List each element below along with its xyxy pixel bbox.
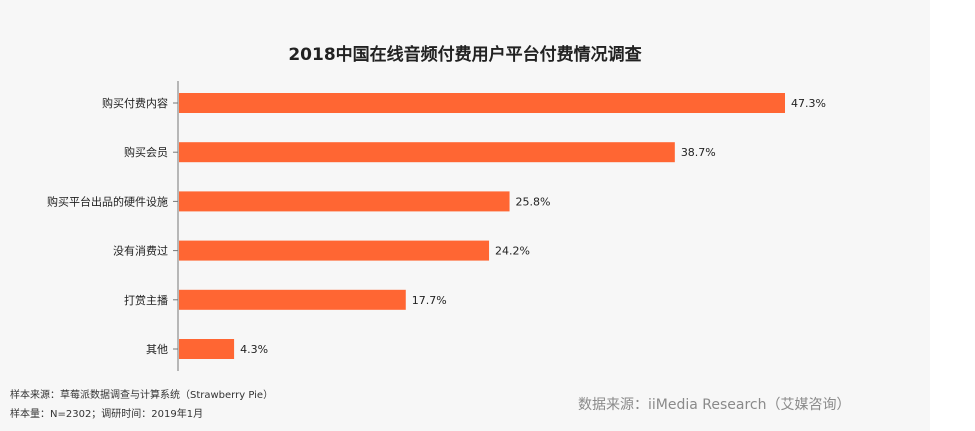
bar — [179, 142, 675, 163]
category-label: 没有消费过 — [113, 244, 168, 258]
category-label: 购买付费内容 — [102, 96, 168, 110]
value-label: 38.7% — [681, 146, 716, 159]
sample-size-note: 样本量：N=2302；调研时间：2019年1月 — [10, 409, 204, 420]
data-source: 数据来源：iiMedia Research（艾媒咨询） — [578, 397, 851, 413]
value-label: 47.3% — [791, 97, 826, 110]
sample-source-note: 样本来源：草莓派数据调查与计算系统（Strawberry Pie） — [10, 390, 274, 401]
value-label: 4.3% — [240, 343, 268, 356]
bar — [179, 93, 785, 113]
bar — [179, 289, 406, 310]
bar — [179, 240, 490, 261]
category-label: 打赏主播 — [124, 293, 168, 307]
category-label: 购买会员 — [124, 145, 168, 159]
chart-panel: 2018中国在线音频付费用户平台付费情况调查 购买付费内容 47.3% 购买会员 38… — [10, 45, 851, 420]
category-label: 购买平台出品的硬件设施 — [47, 194, 168, 208]
bar — [179, 339, 235, 359]
category-label: 其他 — [146, 343, 168, 356]
bar-chart: 购买付费内容 47.3% 购买会员 38.7% 购买平台出品的硬件设施 25.8% 没有消费… — [47, 81, 826, 371]
chart-title: 2018中国在线音频付费用户平台付费情况调查 — [288, 45, 642, 65]
value-label: 24.2% — [495, 245, 530, 258]
bar — [179, 191, 510, 212]
value-label: 17.7% — [412, 294, 447, 307]
value-label: 25.8% — [516, 195, 551, 208]
